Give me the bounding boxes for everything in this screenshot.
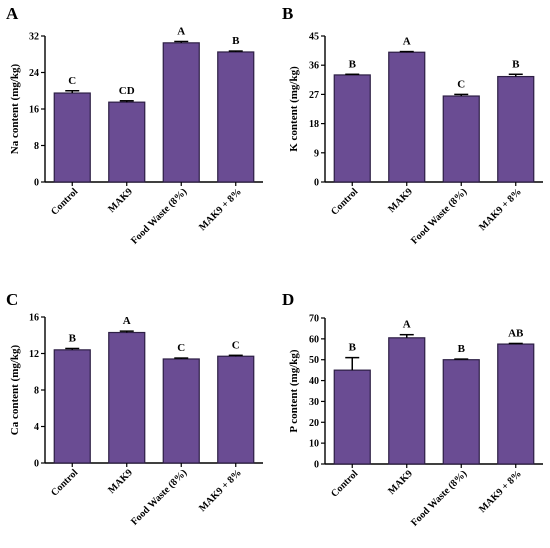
category-label: MAK9 + 8%: [477, 468, 524, 515]
bar: [217, 51, 255, 183]
significance-letter: B: [232, 35, 240, 47]
significance-letter: C: [457, 78, 465, 90]
category-label: Control: [49, 186, 80, 217]
category-label: Control: [329, 468, 360, 499]
y-tick-label: 12: [29, 349, 39, 360]
bar: [53, 349, 91, 464]
bar: [442, 95, 480, 183]
y-tick-label: 8: [34, 386, 39, 397]
y-tick-label: 70: [309, 314, 319, 325]
y-tick-label: 20: [309, 418, 319, 429]
y-tick-label: 27: [309, 90, 319, 101]
bar: [108, 331, 146, 464]
significance-letter: C: [68, 75, 76, 87]
significance-letter: B: [458, 343, 466, 355]
bar: [442, 359, 480, 465]
category-label: Food Waste (8%): [129, 467, 189, 527]
significance-letter: B: [349, 342, 357, 354]
bar: [162, 42, 200, 183]
y-axis-label: P content (mg/kg): [288, 349, 300, 432]
bar: [333, 369, 371, 465]
panel-d: D P content (mg/kg) 0 10 20 30 40 50 60 70 B Contro…: [282, 290, 543, 529]
significance-letter: A: [177, 25, 185, 37]
category-label: MAK9: [386, 468, 415, 497]
y-tick-label: 24: [29, 68, 39, 79]
y-tick-label: 0: [34, 459, 39, 470]
y-tick-label: 9: [314, 148, 319, 159]
panel-letter: B: [282, 4, 293, 23]
panel-c: C Ca content (mg/kg) 0 4 8 12 16 B Control A MAK9 C…: [6, 290, 263, 528]
category-label: Control: [49, 467, 80, 498]
y-axis-label: Na content (mg/kg): [9, 63, 21, 154]
bar: [108, 101, 146, 183]
y-tick-label: 50: [309, 355, 319, 366]
bar: [333, 74, 371, 183]
y-tick-label: 32: [29, 32, 39, 43]
category-label: Food Waste (8%): [409, 468, 469, 528]
y-axis-label: Ca content (mg/kg): [9, 344, 21, 435]
significance-letter: B: [69, 332, 77, 344]
significance-letter: A: [403, 319, 411, 331]
y-tick-label: 0: [314, 460, 319, 471]
panel-a: A Na content (mg/kg) 0 8 16 24 32 C Control CD MAK…: [6, 4, 263, 247]
significance-letter: A: [123, 315, 131, 327]
bar: [217, 355, 255, 464]
y-tick-label: 16: [29, 105, 39, 116]
y-tick-label: 0: [314, 178, 319, 189]
significance-letter: C: [232, 339, 240, 351]
significance-letter: AB: [508, 327, 524, 339]
y-tick-label: 40: [309, 376, 319, 387]
y-tick-label: 10: [309, 439, 319, 450]
bar: [162, 358, 200, 464]
bar: [497, 343, 535, 465]
category-label: MAK9 + 8%: [197, 467, 244, 514]
category-label: MAK9: [106, 186, 135, 215]
y-tick-label: 30: [309, 397, 319, 408]
category-label: MAK9: [386, 186, 415, 215]
category-label: MAK9 + 8%: [477, 186, 524, 233]
y-tick-label: 8: [34, 141, 39, 152]
category-label: Food Waste (8%): [129, 186, 189, 246]
panel-letter: D: [282, 290, 294, 309]
significance-letter: CD: [119, 85, 135, 97]
bar: [388, 51, 426, 183]
y-tick-label: 45: [309, 32, 319, 43]
bar: [53, 92, 91, 183]
panel-letter: A: [6, 4, 19, 23]
category-label: MAK9: [106, 467, 135, 496]
significance-letter: B: [349, 58, 357, 70]
significance-letter: B: [512, 58, 520, 70]
bar: [497, 75, 535, 183]
bar: [388, 337, 426, 465]
y-tick-label: 0: [34, 178, 39, 189]
significance-letter: C: [177, 342, 185, 354]
y-tick-label: 4: [34, 422, 39, 433]
panel-letter: C: [6, 290, 18, 309]
y-axis-label: K content (mg/kg): [288, 66, 300, 152]
panel-b: B K content (mg/kg) 0 9 18 27 36 45 B Control A MAK…: [282, 4, 543, 247]
y-tick-label: 36: [309, 61, 319, 72]
y-tick-label: 18: [309, 119, 319, 130]
category-label: Control: [329, 186, 360, 217]
category-label: MAK9 + 8%: [197, 186, 244, 233]
y-tick-label: 16: [29, 313, 39, 324]
significance-letter: A: [403, 36, 411, 48]
y-tick-label: 60: [309, 334, 319, 345]
category-label: Food Waste (8%): [409, 186, 469, 246]
